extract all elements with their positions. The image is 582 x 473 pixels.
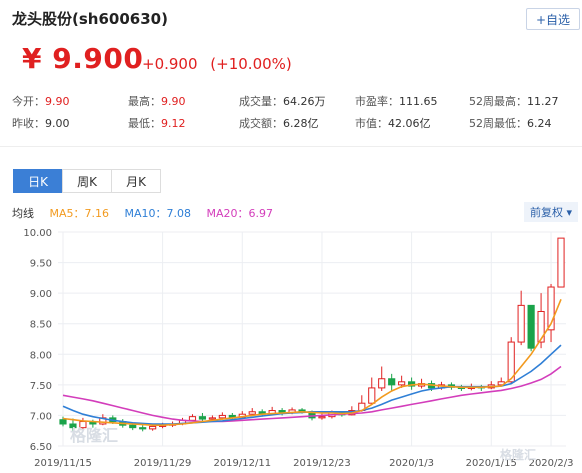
kline-chart[interactable]: 10.00 9.50 9.00 8.50 8.00 7.50 7.00 6.50 2019/11… xyxy=(0,222,582,473)
x-tick-label: 2019/12/11 xyxy=(213,458,271,469)
candle-body xyxy=(208,417,216,420)
ma5-value: MA5：7.16 xyxy=(49,207,110,220)
tab-week-k[interactable]: 周K xyxy=(62,169,112,193)
candle-body xyxy=(318,416,326,419)
candle-body xyxy=(59,419,67,425)
ma-legend-label: 均线 xyxy=(12,207,34,220)
candle-body xyxy=(248,411,256,415)
stat-label: 52周最低： xyxy=(469,117,527,130)
change-percent: (+10.00%) xyxy=(210,55,292,73)
candle-body xyxy=(368,387,376,404)
y-tick-label: 10.00 xyxy=(23,228,52,239)
candle-body xyxy=(537,310,545,343)
candle-body xyxy=(378,378,386,389)
stat-label: 昨收： xyxy=(12,117,45,130)
y-tick-label: 7.50 xyxy=(30,381,52,392)
price-change: +0.900 (+10.00%) xyxy=(142,55,300,73)
stat-label: 52周最高： xyxy=(469,95,527,108)
stat-value: 6.24 xyxy=(527,117,552,130)
stat-label: 市值： xyxy=(355,117,388,130)
y-tick-label: 8.50 xyxy=(30,320,52,331)
stat-label: 最低： xyxy=(128,117,161,130)
x-tick-label: 2019/12/23 xyxy=(293,458,351,469)
candle-body xyxy=(218,414,226,419)
divider xyxy=(0,146,582,147)
y-tick-label: 6.50 xyxy=(30,442,52,453)
stat-item: 今开：9.90 xyxy=(12,93,70,109)
stat-value: 111.65 xyxy=(399,95,438,108)
stat-item: 最低：9.12 xyxy=(128,115,186,131)
candle-body xyxy=(398,381,406,386)
stat-item: 52周最高：11.27 xyxy=(469,93,559,109)
y-tick-label: 7.00 xyxy=(30,411,52,422)
candle-body xyxy=(507,341,515,383)
stat-label: 成交量： xyxy=(239,95,283,108)
add-watchlist-button[interactable]: +自选 xyxy=(526,8,580,30)
stat-item: 成交额：6.28亿 xyxy=(239,115,319,131)
stat-value: 9.00 xyxy=(45,117,70,130)
tab-day-k[interactable]: 日K xyxy=(13,169,63,193)
ma5-line xyxy=(62,298,562,426)
candle-body xyxy=(388,378,396,386)
stat-item: 52周最低：6.24 xyxy=(469,115,552,131)
period-tabs: 日K 周K 月K xyxy=(13,169,161,193)
stat-value: 6.28亿 xyxy=(283,117,319,130)
stat-label: 成交额： xyxy=(239,117,283,130)
ma20-line xyxy=(62,365,562,423)
stat-value: 9.12 xyxy=(161,117,186,130)
candle-body xyxy=(79,421,87,429)
x-tick-label: 2019/11/29 xyxy=(134,458,192,469)
ma20-value: MA20：6.97 xyxy=(206,207,274,220)
y-tick-label: 9.50 xyxy=(30,259,52,270)
stat-value: 9.90 xyxy=(161,95,186,108)
candle-body xyxy=(547,286,555,331)
candle-body xyxy=(557,237,565,288)
ma10-value: MA10：7.08 xyxy=(124,207,192,220)
candle-body xyxy=(198,416,207,420)
candle-body xyxy=(69,423,77,429)
stat-item: 成交量：64.26万 xyxy=(239,93,326,109)
change-value: +0.900 xyxy=(142,55,198,73)
stat-value: 9.90 xyxy=(45,95,70,108)
stat-label: 市盈率： xyxy=(355,95,399,108)
stat-label: 最高： xyxy=(128,95,161,108)
x-tick-label: 2020/1/15 xyxy=(466,458,517,469)
stat-item: 最高：9.90 xyxy=(128,93,186,109)
y-tick-label: 9.00 xyxy=(30,289,52,300)
candle-body xyxy=(188,416,197,421)
stat-item: 市盈率：111.65 xyxy=(355,93,438,109)
current-price: ¥ 9.900 xyxy=(22,42,144,75)
stock-title: 龙头股份(sh600630) xyxy=(12,10,168,28)
candle-body xyxy=(139,427,147,430)
ma-legend: 均线 MA5：7.16 MA10：7.08 MA20：6.97 xyxy=(12,205,285,221)
stat-value: 42.06亿 xyxy=(388,117,431,130)
candle-body xyxy=(129,424,137,429)
tab-month-k[interactable]: 月K xyxy=(111,169,161,193)
candle-body xyxy=(527,304,535,349)
stat-value: 64.26万 xyxy=(283,95,326,108)
adjust-dropdown[interactable]: 前复权 ▾ xyxy=(524,202,578,222)
y-tick-label: 8.00 xyxy=(30,350,52,361)
stat-item: 市值：42.06亿 xyxy=(355,115,431,131)
stat-value: 11.27 xyxy=(527,95,559,108)
x-tick-label: 2019/11/15 xyxy=(34,458,92,469)
candle-body xyxy=(149,425,157,430)
x-tick-label: 2020/1/3 xyxy=(389,458,434,469)
candle-body xyxy=(517,304,525,343)
x-tick-label: 2020/2/3 xyxy=(529,458,574,469)
stat-item: 昨收：9.00 xyxy=(12,115,70,131)
stat-label: 今开： xyxy=(12,95,45,108)
